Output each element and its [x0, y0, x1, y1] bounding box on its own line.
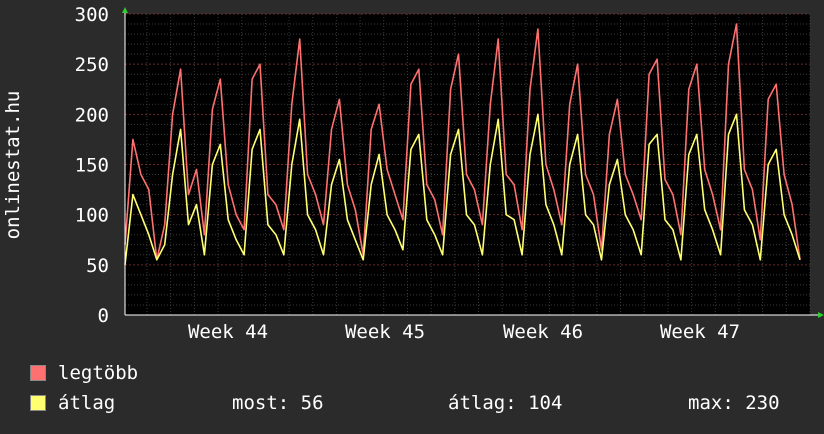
y-tick-label: 200 [75, 104, 109, 126]
y-tick-label: 50 [86, 255, 109, 277]
legend-label-max: legtöbb [58, 362, 139, 384]
y-tick-label: 100 [75, 205, 109, 227]
legend-label-avg: átlag [58, 392, 116, 414]
stat-max: max: 230 [688, 392, 780, 414]
x-tick-label: Week 47 [660, 321, 740, 343]
series-line-avg [124, 113, 801, 265]
x-tick-label: Week 46 [503, 321, 583, 343]
legend-swatch-avg [30, 395, 46, 411]
legend-swatch-max [30, 365, 46, 381]
legend-item-max: legtöbb [30, 362, 138, 384]
x-tick-label: Week 44 [188, 321, 268, 343]
y-tick-label: 0 [98, 305, 109, 327]
y-axis-label: onlinestat.hu [2, 91, 24, 240]
legend-item-avg: átlag [30, 392, 115, 414]
x-tick-label: Week 45 [345, 321, 425, 343]
plot-area [125, 14, 810, 315]
x-axis-arrow [818, 312, 824, 318]
y-tick-label: 250 [75, 54, 109, 76]
stat-avg: átlag: 104 [448, 392, 563, 414]
series-line-max [124, 23, 801, 261]
y-tick-label: 300 [75, 4, 109, 26]
y-tick-label: 150 [75, 155, 109, 177]
y-axis-arrow [122, 7, 128, 13]
stat-now: most: 56 [232, 392, 324, 414]
legend: legtöbb átlag most: 56 átlag: 104 max: 2… [30, 362, 810, 422]
